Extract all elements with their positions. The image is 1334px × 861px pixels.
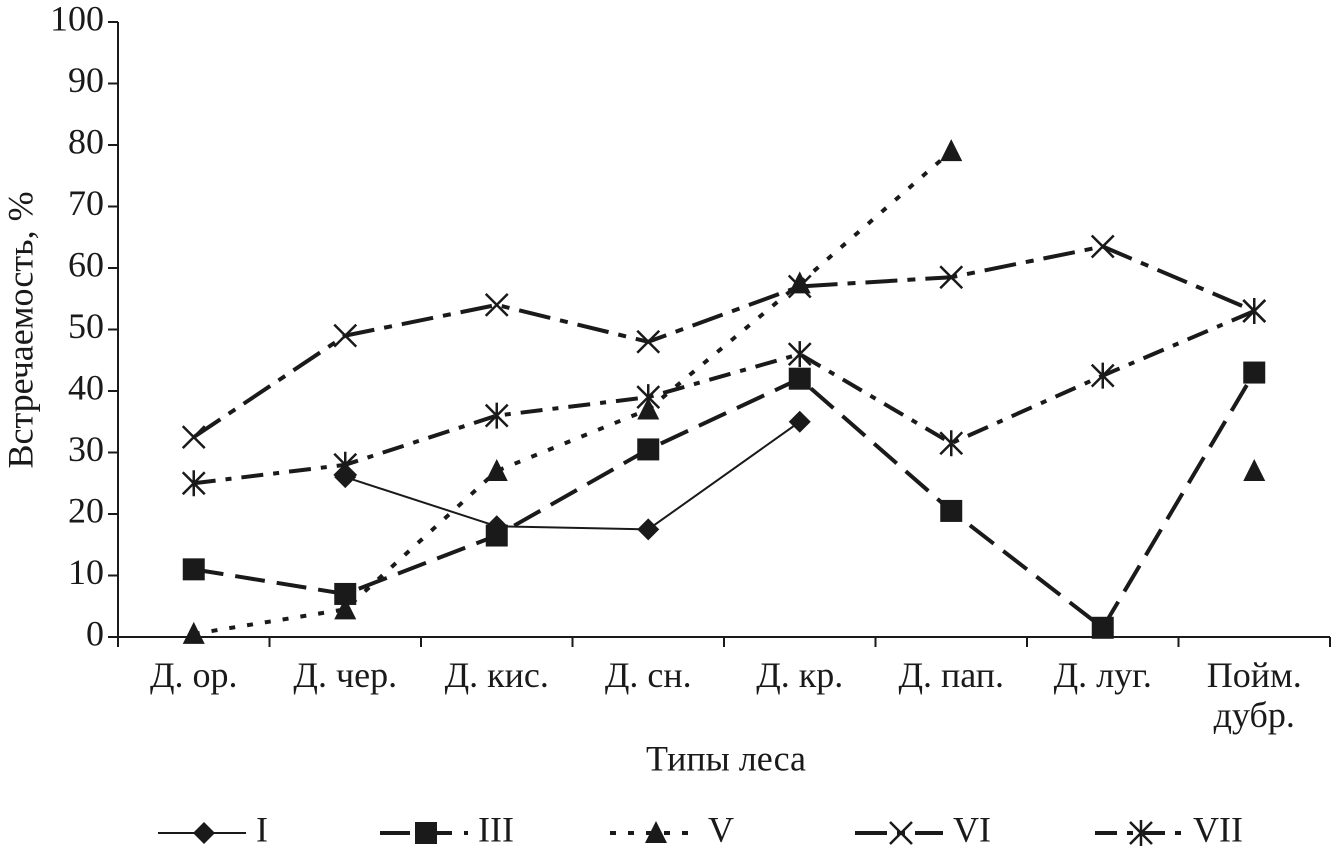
x-tick-label: Д. сн.	[604, 655, 692, 695]
marker	[334, 582, 357, 605]
marker	[1243, 361, 1266, 384]
marker	[636, 384, 661, 411]
x-tick-label: Пойм. дубр.	[1206, 655, 1302, 735]
marker	[485, 458, 508, 481]
marker	[1242, 298, 1267, 325]
y-tick-label: 10	[68, 552, 104, 592]
y-tick-label: 50	[68, 306, 104, 346]
marker	[787, 341, 812, 368]
marker	[181, 470, 206, 497]
marker	[636, 329, 661, 354]
marker	[1243, 458, 1266, 481]
marker	[637, 518, 660, 541]
marker	[485, 524, 508, 547]
x-tick-label: Д. кис.	[444, 655, 549, 695]
marker	[637, 438, 660, 461]
marker	[334, 597, 357, 620]
y-tick-label: 60	[68, 244, 104, 284]
series-line	[194, 151, 1255, 634]
y-tick-label: 100	[50, 0, 104, 38]
marker	[939, 265, 964, 290]
series-line	[193, 309, 1256, 486]
x-axis-label: Типы леса	[646, 738, 806, 778]
y-tick-label: 30	[68, 429, 104, 469]
legend-marker	[193, 822, 215, 844]
legend-label: V	[708, 809, 734, 849]
marker	[333, 451, 358, 478]
series-line	[193, 371, 1256, 631]
legend-label: I	[256, 809, 268, 849]
marker	[1090, 234, 1115, 259]
marker	[182, 558, 205, 581]
marker	[1091, 616, 1114, 639]
legend-marker	[415, 822, 437, 844]
marker	[939, 430, 964, 457]
marker	[484, 293, 509, 317]
x-tick-label: Д. пап.	[898, 655, 1005, 695]
legend-marker	[645, 821, 667, 843]
series-line	[344, 420, 801, 531]
marker	[940, 139, 963, 162]
marker	[787, 274, 812, 299]
marker	[788, 367, 811, 390]
x-tick-label: Д. ор.	[149, 655, 238, 695]
x-tick-label: Д. луг.	[1053, 655, 1152, 695]
y-axis-label: Встречаемость, %	[0, 191, 40, 468]
legend-label: VII	[1193, 809, 1243, 849]
x-tick-label: Д. чер.	[293, 655, 398, 695]
legend-label: VI	[953, 809, 991, 849]
marker	[788, 410, 811, 433]
marker	[182, 621, 205, 644]
marker	[484, 402, 509, 429]
marker	[181, 425, 206, 450]
y-tick-label: 70	[68, 183, 104, 223]
marker	[333, 323, 358, 348]
marker	[940, 499, 963, 522]
legend-marker	[1129, 820, 1153, 846]
y-tick-label: 20	[68, 490, 104, 530]
marker	[1090, 362, 1115, 389]
legend-label: III	[478, 809, 514, 849]
y-tick-label: 0	[86, 613, 104, 653]
y-tick-label: 40	[68, 367, 104, 407]
y-tick-label: 90	[68, 60, 104, 100]
legend-marker	[889, 821, 913, 845]
x-tick-label: Д. кр.	[756, 655, 844, 695]
series-line	[192, 244, 1256, 439]
y-tick-label: 80	[68, 121, 104, 161]
